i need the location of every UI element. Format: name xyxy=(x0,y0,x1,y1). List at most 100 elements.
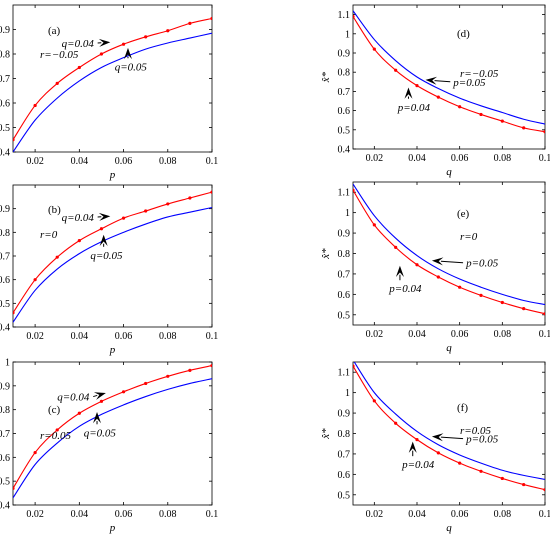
annotation-arrow-head xyxy=(93,412,102,424)
series-line-red xyxy=(13,191,212,314)
data-point xyxy=(13,486,15,490)
plot-frame xyxy=(12,4,213,153)
annotation-arrow-head xyxy=(99,234,108,246)
data-point xyxy=(99,52,104,56)
x-tick-label: 0.06 xyxy=(451,153,469,164)
data-point xyxy=(415,263,419,267)
parameter-label: r=0 xyxy=(40,229,58,241)
data-point xyxy=(13,138,15,142)
x-tick-label: 0.08 xyxy=(159,156,177,167)
y-tick-label: 0.5 xyxy=(0,477,10,488)
annotation-arrow-line xyxy=(434,80,451,83)
annotation-arrow-head xyxy=(431,257,444,266)
x-tick-label: 0.1 xyxy=(539,509,550,520)
series-group xyxy=(13,363,212,499)
y-tick-label: 0.7 xyxy=(338,269,351,280)
x-tick-label: 0.02 xyxy=(366,509,384,520)
x-tick-label: 0.1 xyxy=(206,156,219,167)
data-point xyxy=(121,390,126,394)
y-tick-label: 0.8 xyxy=(338,249,351,260)
annotation-arrow-head xyxy=(408,441,417,453)
y-tick-label: 0.5 xyxy=(338,125,351,136)
annotation-label: q=0.05 xyxy=(115,61,148,73)
data-point xyxy=(415,438,419,442)
y-tick-label: 0.6 xyxy=(338,106,351,117)
series-line-red xyxy=(353,365,545,491)
x-tick-label: 0.08 xyxy=(494,153,512,164)
parameter-label: r=0.05 xyxy=(40,430,71,442)
annotation-arrow-head xyxy=(431,433,444,442)
y-tick-label: 0.9 xyxy=(338,229,351,240)
y-tick-label: 0.8 xyxy=(0,405,10,416)
data-point xyxy=(55,428,59,432)
data-point xyxy=(458,285,462,289)
data-point xyxy=(188,21,192,25)
x-tick-label: 0.04 xyxy=(408,509,426,520)
x-tick-label: 0.1 xyxy=(539,329,550,340)
data-point xyxy=(543,130,545,134)
data-point xyxy=(144,209,148,213)
annotation-label: q=0.04 xyxy=(62,212,95,224)
parameter-label: r=0.05 xyxy=(460,425,491,437)
y-tick-label: 0.6 xyxy=(338,470,351,481)
series-line-blue xyxy=(353,183,545,306)
y-tick-label: 0.5 xyxy=(338,310,351,321)
y-axis-label: x̂* xyxy=(320,71,332,83)
series-group xyxy=(353,183,545,316)
data-point xyxy=(372,223,376,227)
y-tick-label: 0.4 xyxy=(0,501,10,512)
panel-label: (a) xyxy=(48,25,61,37)
y-tick-label: 0.8 xyxy=(338,68,351,79)
annotation-label: p=0.05 xyxy=(452,77,486,89)
y-tick-label: 1.1 xyxy=(338,188,351,199)
x-tick-label: 0.08 xyxy=(494,509,512,520)
y-tick-label: 0.4 xyxy=(338,145,351,156)
x-axis-label: q xyxy=(446,166,452,178)
series-line-red xyxy=(353,189,545,315)
data-point xyxy=(500,300,504,305)
annotation-label: p=0.05 xyxy=(465,258,499,270)
y-tick-label: 0.8 xyxy=(338,429,351,440)
y-tick-label: 0.7 xyxy=(0,429,10,440)
parameter-label: r=−0.05 xyxy=(40,49,79,61)
annotation-label: p=0.04 xyxy=(397,102,431,114)
data-point xyxy=(188,368,192,372)
x-axis-label: q xyxy=(446,522,452,534)
y-axis-label: x̂* xyxy=(320,248,332,260)
data-point xyxy=(55,81,59,85)
annotation-arrow-head xyxy=(425,76,438,85)
y-tick-label: 0.7 xyxy=(0,74,10,85)
y-tick-label: 0.7 xyxy=(338,87,351,98)
x-tick-label: 0.06 xyxy=(451,509,469,520)
x-tick-label: 0.08 xyxy=(159,331,177,342)
parameter-label: r=0 xyxy=(460,231,478,243)
annotation-arrow-head xyxy=(98,38,111,47)
chart-panel: 0.020.040.060.080.10.40.50.60.70.80.9px̂… xyxy=(0,4,219,181)
data-point xyxy=(522,126,526,130)
x-axis-label: p xyxy=(109,169,116,181)
x-tick-label: 0.1 xyxy=(539,153,550,164)
data-point xyxy=(353,364,355,368)
data-point xyxy=(77,239,81,243)
series-line-red xyxy=(13,17,212,141)
data-point xyxy=(77,65,81,70)
y-tick-label: 0.8 xyxy=(0,228,10,239)
y-tick-label: 1 xyxy=(5,358,10,369)
x-tick-label: 0.06 xyxy=(115,156,133,167)
data-point xyxy=(479,293,483,297)
y-tick-label: 0.9 xyxy=(0,204,10,215)
data-point xyxy=(99,227,104,231)
y-tick-label: 0.6 xyxy=(0,453,10,464)
annotation-label: p=0.04 xyxy=(401,459,435,471)
chart-panel: 0.020.040.060.080.10.40.50.60.70.80.9px̂… xyxy=(0,184,218,356)
data-point xyxy=(394,68,398,72)
data-point xyxy=(55,255,59,259)
y-tick-label: 0.8 xyxy=(0,50,10,61)
series-group xyxy=(353,10,545,134)
data-point xyxy=(144,381,148,386)
x-tick-label: 0.02 xyxy=(366,329,384,340)
chart-panel: 0.02 0.04 0.06 0.08 0.1 0.5 0.6 0.7 0.8 0.9 1 1.1 q x… xyxy=(320,361,550,534)
series-line-blue xyxy=(353,10,545,125)
panel-label: (b) xyxy=(48,204,61,216)
data-point xyxy=(543,488,545,492)
